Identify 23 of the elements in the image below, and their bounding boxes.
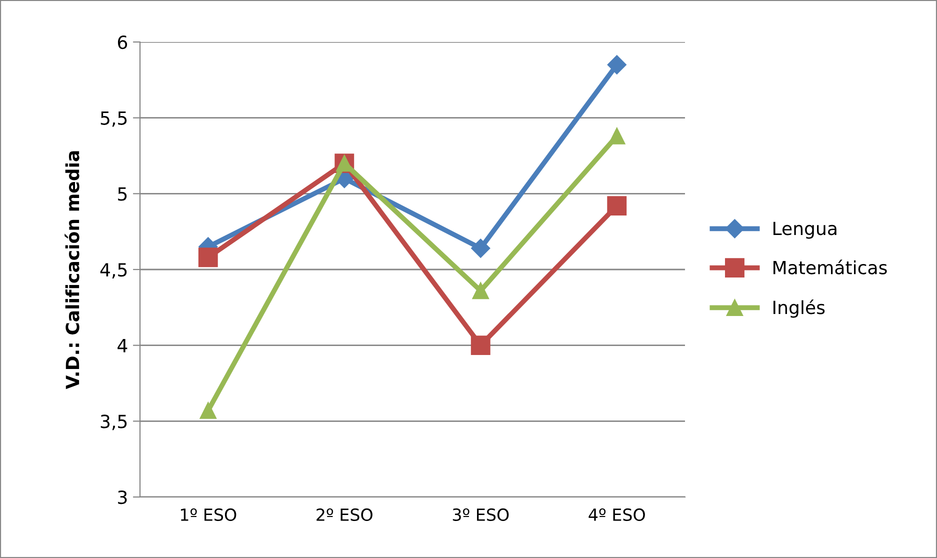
x-tick-label: 2º ESO	[316, 508, 372, 522]
y-axis-title: V.D.: Calificación media	[64, 151, 80, 390]
legend-label: Lengua	[774, 222, 836, 239]
legend-label: Matemáticas	[774, 260, 887, 274]
point	[198, 248, 218, 268]
point	[607, 196, 627, 216]
y-tick-label: 4,5	[100, 263, 127, 278]
legend-label: Inglés	[774, 300, 825, 318]
y-tick-label: 6	[118, 35, 128, 50]
x-tick-label: 1º ESO	[180, 508, 236, 522]
point	[470, 336, 490, 356]
y-tick-label: 4	[118, 339, 128, 352]
point	[472, 282, 489, 300]
y-tick-label: 5,5	[100, 112, 127, 127]
x-tick-label: 4º ESO	[588, 508, 645, 522]
point	[200, 402, 216, 419]
point	[471, 238, 490, 258]
y-tick-label: 3,5	[100, 414, 127, 430]
point	[607, 55, 626, 74]
x-tick-label: 3º ESO	[452, 508, 509, 522]
point	[608, 128, 626, 144]
y-tick-label: 5	[118, 187, 127, 201]
y-tick-label: 3	[118, 490, 127, 504]
